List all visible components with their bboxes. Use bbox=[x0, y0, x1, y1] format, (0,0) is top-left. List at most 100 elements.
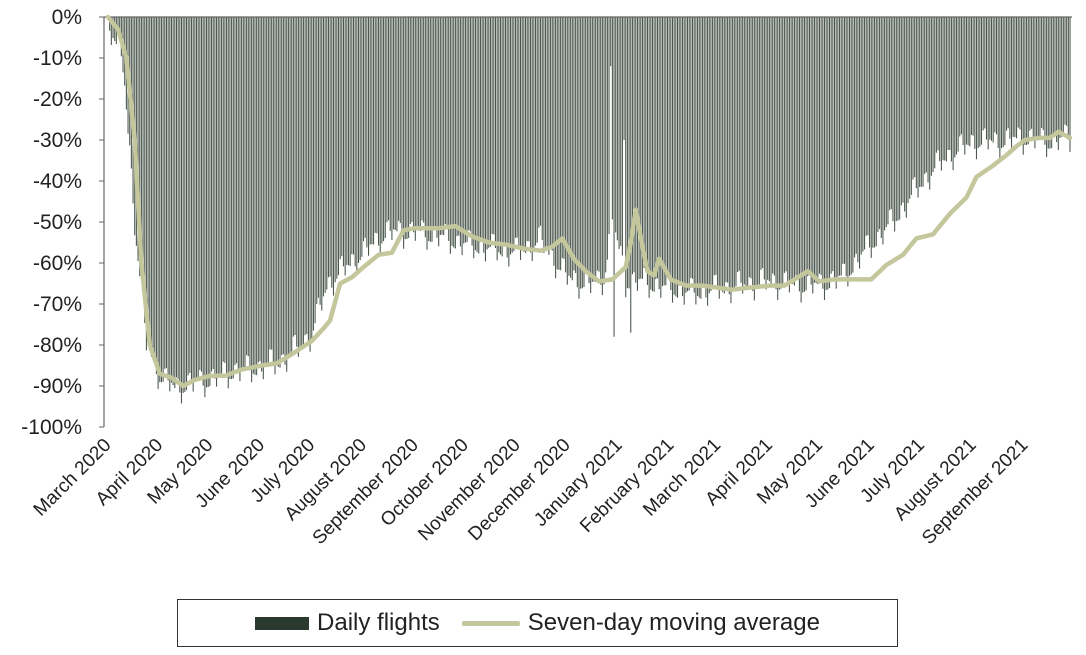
daily-flight-bar bbox=[246, 17, 248, 356]
daily-flight-bar bbox=[663, 17, 665, 286]
daily-flight-bar bbox=[371, 17, 373, 245]
daily-flight-bar bbox=[266, 17, 268, 365]
daily-flight-bar bbox=[438, 17, 440, 247]
daily-flight-bar bbox=[150, 17, 152, 357]
daily-flight-bar bbox=[942, 17, 944, 161]
daily-flight-bar bbox=[493, 17, 495, 235]
daily-flight-bar bbox=[212, 17, 214, 370]
daily-flight-bar bbox=[728, 17, 730, 295]
daily-flight-bar bbox=[790, 17, 792, 283]
daily-flight-bar bbox=[439, 17, 441, 235]
daily-flight-bar bbox=[802, 17, 804, 293]
y-tick-label: -80% bbox=[33, 334, 82, 357]
daily-flight-bar bbox=[717, 17, 719, 288]
daily-flight-bar bbox=[740, 17, 742, 283]
daily-flight-bar bbox=[580, 17, 582, 289]
daily-flight-bar bbox=[598, 17, 600, 272]
daily-flight-bar bbox=[807, 17, 809, 277]
legend-label-daily-flights: Daily flights bbox=[317, 609, 440, 636]
daily-flight-bar bbox=[849, 17, 851, 276]
daily-flight-bar bbox=[418, 17, 420, 231]
daily-flight-bar bbox=[954, 17, 956, 158]
daily-flight-bar bbox=[990, 17, 993, 141]
daily-flight-bar bbox=[498, 17, 500, 253]
daily-flight-bar bbox=[727, 17, 729, 283]
daily-flight-bar bbox=[466, 17, 468, 243]
daily-flight-bar bbox=[307, 17, 309, 345]
daily-flight-bar bbox=[408, 17, 410, 238]
daily-flight-bar bbox=[565, 17, 567, 273]
daily-flight-bar bbox=[1061, 17, 1063, 137]
daily-flight-bar bbox=[224, 17, 226, 363]
daily-flight-bar bbox=[763, 17, 765, 280]
daily-flight-bar bbox=[384, 17, 386, 239]
daily-flight-bar bbox=[743, 17, 745, 285]
daily-flight-bar bbox=[1002, 17, 1004, 147]
daily-flight-bar bbox=[221, 17, 223, 374]
daily-flight-bar bbox=[337, 17, 340, 276]
daily-flight-bar bbox=[835, 17, 837, 289]
daily-flight-bar bbox=[144, 17, 146, 324]
y-tick-label: -60% bbox=[33, 252, 82, 275]
daily-flight-bar bbox=[189, 17, 191, 373]
daily-flight-bar bbox=[541, 17, 543, 240]
daily-flight-bar bbox=[950, 17, 952, 162]
daily-flight-bar bbox=[974, 17, 976, 149]
daily-flight-bar bbox=[346, 17, 348, 265]
daily-flight-bar bbox=[920, 17, 922, 187]
daily-flight-bar bbox=[747, 17, 749, 289]
daily-flight-bar bbox=[533, 17, 535, 249]
daily-flight-bar bbox=[651, 17, 654, 292]
daily-flight-bar bbox=[623, 17, 625, 140]
daily-flight-bar bbox=[935, 17, 937, 153]
daily-flight-bar bbox=[489, 17, 492, 247]
daily-flight-bar bbox=[628, 17, 630, 289]
daily-flight-bar bbox=[376, 17, 378, 234]
daily-flight-bar bbox=[167, 17, 169, 381]
daily-flight-bar bbox=[140, 17, 142, 279]
daily-flight-bar bbox=[636, 17, 638, 291]
daily-flight-bar bbox=[1004, 17, 1006, 146]
daily-flight-bar bbox=[927, 17, 929, 183]
daily-flight-bar bbox=[586, 17, 588, 272]
daily-flight-bar bbox=[209, 17, 211, 386]
daily-flight-bar bbox=[625, 17, 627, 298]
daily-flight-bar bbox=[216, 17, 218, 387]
daily-flight-bar bbox=[1022, 17, 1024, 155]
daily-flight-bar bbox=[506, 17, 508, 258]
daily-flight-bar bbox=[782, 17, 784, 288]
daily-flight-bar bbox=[601, 17, 603, 296]
daily-flight-bar bbox=[254, 17, 256, 375]
daily-flight-bar bbox=[944, 17, 946, 161]
daily-flight-bar bbox=[471, 17, 473, 246]
daily-flight-bar bbox=[411, 17, 413, 222]
daily-flight-bar bbox=[403, 17, 405, 249]
daily-flight-bar bbox=[683, 17, 685, 305]
daily-flight-bar bbox=[777, 17, 779, 301]
daily-flight-bar bbox=[772, 17, 774, 274]
daily-flight-bar bbox=[752, 17, 754, 291]
daily-flight-bar bbox=[585, 17, 587, 274]
daily-flight-bar bbox=[513, 17, 515, 252]
moving-average-line bbox=[105, 14, 1073, 389]
daily-flight-bar bbox=[409, 17, 411, 224]
daily-flight-bar bbox=[676, 17, 679, 298]
daily-flight-bar bbox=[474, 17, 476, 251]
daily-flight-bar bbox=[842, 17, 844, 264]
daily-flight-bar bbox=[1054, 17, 1056, 133]
daily-flight-bar bbox=[347, 17, 350, 266]
daily-flight-bar bbox=[185, 17, 188, 391]
daily-flight-bar bbox=[356, 17, 358, 276]
daily-flight-bar bbox=[708, 17, 710, 294]
daily-flight-bar bbox=[180, 17, 183, 404]
daily-flight-bar bbox=[414, 17, 416, 241]
daily-flight-bar bbox=[149, 17, 151, 351]
daily-flight-bars bbox=[107, 17, 1071, 404]
daily-flight-bar bbox=[653, 17, 655, 292]
daily-flight-bar bbox=[666, 17, 669, 274]
daily-flight-bar bbox=[352, 17, 355, 255]
daily-flight-bar bbox=[887, 17, 889, 225]
daily-flight-bar bbox=[900, 17, 902, 206]
legend-label-moving-average: Seven-day moving average bbox=[527, 609, 820, 636]
daily-flight-bar bbox=[236, 17, 238, 364]
